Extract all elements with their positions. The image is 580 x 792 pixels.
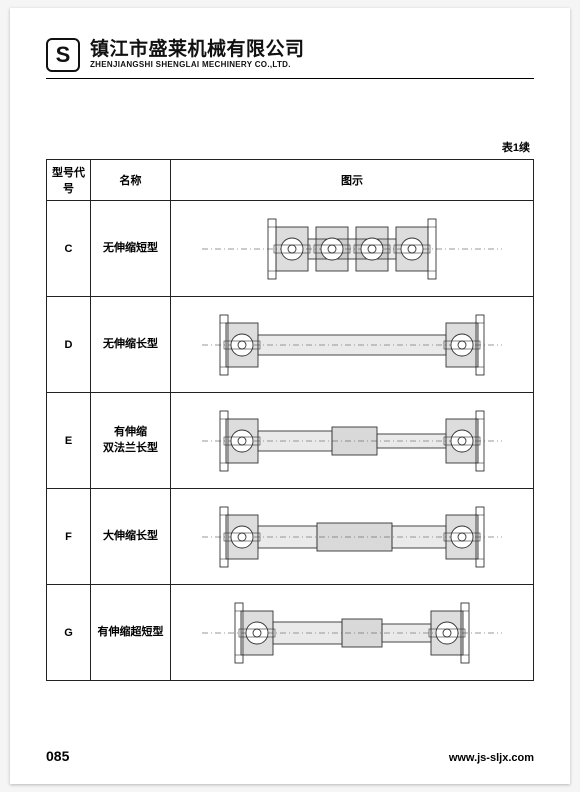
table-row: G有伸缩超短型 [47, 585, 534, 681]
col-header-figure: 图示 [171, 160, 534, 201]
model-figure [171, 585, 534, 681]
company-name-cn: 镇江市盛莱机械有限公司 [90, 40, 305, 61]
model-code: F [47, 489, 91, 585]
company-name-en: ZHENJIANGSHI SHENGLAI MECHINERY CO.,LTD. [90, 61, 305, 70]
model-name: 有伸缩超短型 [91, 585, 171, 681]
logo-letter: S [56, 44, 71, 66]
table-row: C无伸缩短型 [47, 201, 534, 297]
table-row: F大伸缩长型 [47, 489, 534, 585]
table-header-row: 型号代号 名称 图示 [47, 160, 534, 201]
model-name: 无伸缩短型 [91, 201, 171, 297]
footer-url: www.js-sljx.com [449, 752, 534, 764]
col-header-name: 名称 [91, 160, 171, 201]
page-header: S 镇江市盛莱机械有限公司 ZHENJIANGSHI SHENGLAI MECH… [46, 38, 534, 72]
model-figure [171, 297, 534, 393]
model-figure [171, 201, 534, 297]
model-code: C [47, 201, 91, 297]
model-code: E [47, 393, 91, 489]
model-figure [171, 489, 534, 585]
model-name: 无伸缩长型 [91, 297, 171, 393]
model-figure [171, 393, 534, 489]
page-footer: 085 www.js-sljx.com [46, 748, 534, 764]
page: S 镇江市盛莱机械有限公司 ZHENJIANGSHI SHENGLAI MECH… [10, 8, 570, 784]
spec-table: 型号代号 名称 图示 C无伸缩短型D无伸缩长型E有伸缩双法兰长型F大伸缩长型G有… [46, 159, 534, 681]
table-row: D无伸缩长型 [47, 297, 534, 393]
model-name: 大伸缩长型 [91, 489, 171, 585]
company-name-block: 镇江市盛莱机械有限公司 ZHENJIANGSHI SHENGLAI MECHIN… [90, 40, 305, 70]
table-continuation-label: 表1续 [46, 139, 534, 155]
model-code: D [47, 297, 91, 393]
header-rule [46, 78, 534, 79]
model-name: 有伸缩双法兰长型 [91, 393, 171, 489]
col-header-code: 型号代号 [47, 160, 91, 201]
page-number: 085 [46, 748, 69, 764]
company-logo: S [46, 38, 80, 72]
table-row: E有伸缩双法兰长型 [47, 393, 534, 489]
model-code: G [47, 585, 91, 681]
